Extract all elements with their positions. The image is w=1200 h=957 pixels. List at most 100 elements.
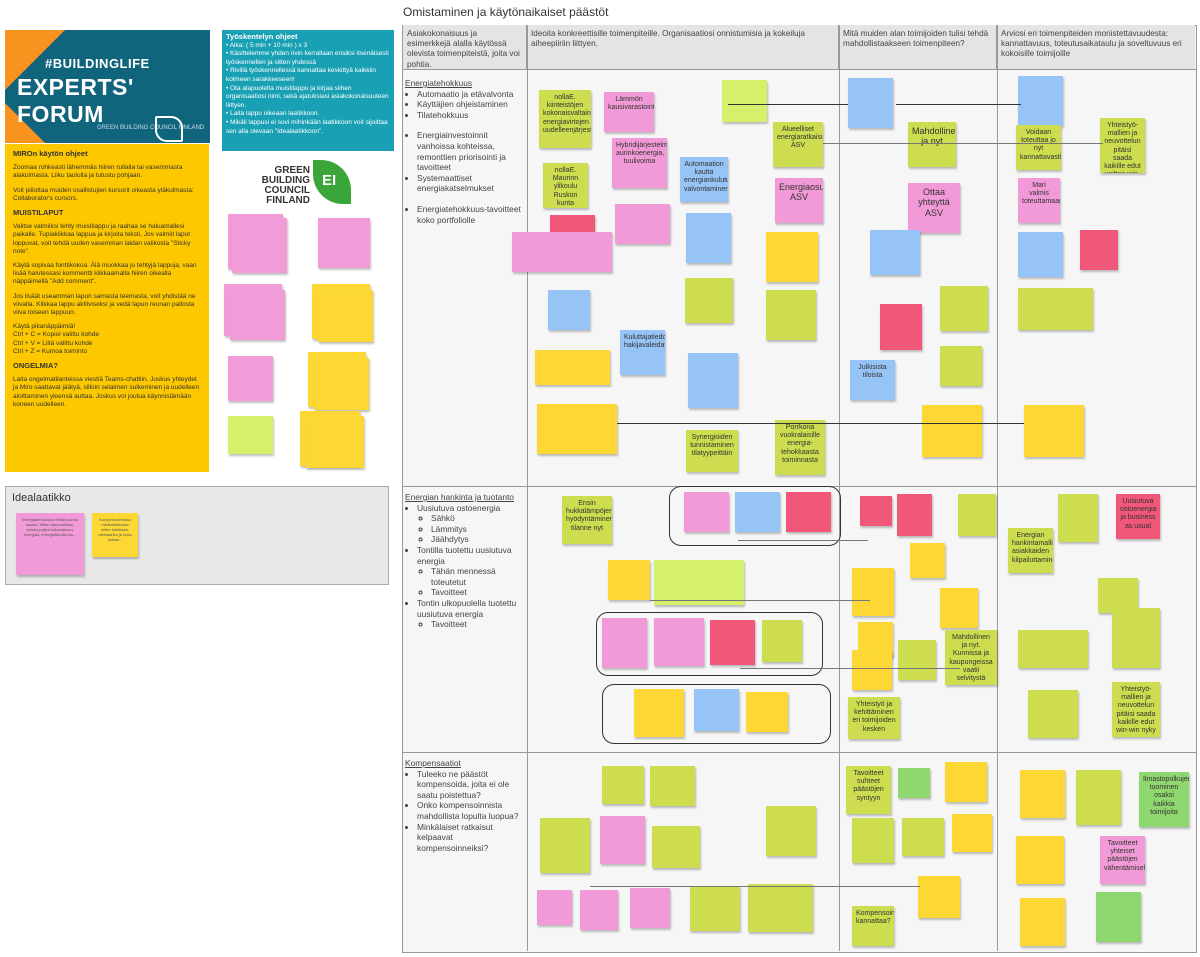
sticky-note[interactable]: Kuluttajatiedon hakijavaleidataminen — [620, 330, 665, 375]
sticky-note[interactable] — [786, 492, 831, 532]
sticky-note[interactable]: Voidaan toteuttaa jo nyt kannattavasti — [1016, 125, 1061, 170]
sticky-note[interactable]: Yhteistyö-mallien ja neuvottelun pitäisi… — [1112, 682, 1160, 737]
sticky-note[interactable]: Hybridijärjestelmät aurinkoenergia, tuul… — [612, 138, 667, 188]
sticky-note[interactable] — [652, 826, 700, 868]
sticky-note[interactable] — [686, 213, 731, 263]
sticky-note[interactable] — [1112, 608, 1160, 668]
sticky-note[interactable]: Automaation kautta energiankulutuksen va… — [680, 157, 728, 202]
sticky-note[interactable] — [880, 304, 922, 350]
sticky-note[interactable]: Tavoitteet yhteiset päästöjen vähentämis… — [1100, 836, 1145, 884]
blank-sticky-note[interactable] — [318, 290, 373, 342]
sticky-note[interactable]: Synergioiden tunnistaminen tilatyypeittä… — [686, 430, 738, 472]
sticky-note[interactable] — [860, 496, 892, 526]
sticky-note[interactable] — [684, 492, 729, 532]
sticky-note[interactable] — [615, 204, 670, 244]
sticky-note[interactable] — [910, 543, 945, 578]
sticky-note[interactable] — [654, 618, 704, 666]
sticky-note[interactable]: Ilmastopolkujen tuominen osaksi kaikkia … — [1139, 772, 1189, 827]
blank-sticky-note[interactable] — [228, 416, 273, 454]
sticky-note[interactable] — [1016, 836, 1064, 884]
sticky-note[interactable]: Lämmön kausivarastointi — [604, 92, 654, 132]
sticky-note[interactable] — [690, 886, 740, 931]
blank-sticky-note[interactable] — [318, 218, 370, 268]
sticky-note[interactable]: Yhteistyö ja kehittäminen eri toimijoide… — [848, 697, 900, 739]
sticky-note[interactable] — [1080, 230, 1118, 270]
sticky-note[interactable] — [735, 492, 780, 532]
sticky-note[interactable] — [852, 650, 892, 690]
sticky-note[interactable] — [940, 286, 988, 331]
sticky-note[interactable] — [537, 890, 572, 925]
sticky-note[interactable] — [580, 890, 618, 930]
sticky-note[interactable] — [918, 876, 960, 918]
sticky-note[interactable] — [748, 884, 813, 932]
sticky-note[interactable] — [548, 290, 590, 330]
sticky-note[interactable]: Tavoitteet suhteet päästöjen syntyyn — [846, 766, 891, 814]
sticky-note[interactable] — [945, 762, 987, 802]
sticky-note[interactable] — [746, 692, 788, 732]
sticky-note[interactable] — [766, 290, 816, 340]
sticky-note[interactable] — [710, 620, 755, 665]
blank-sticky-note[interactable] — [228, 356, 273, 401]
sticky-note[interactable] — [958, 494, 996, 536]
sticky-note[interactable] — [848, 78, 893, 128]
blank-sticky-note[interactable] — [314, 358, 369, 410]
sticky-note[interactable] — [1024, 405, 1084, 457]
sticky-note[interactable] — [1098, 578, 1138, 613]
sticky-note[interactable] — [600, 816, 645, 864]
sticky-note[interactable] — [1018, 288, 1093, 330]
sticky-note[interactable] — [1058, 494, 1098, 542]
blank-sticky-note[interactable] — [230, 290, 285, 340]
sticky-note[interactable] — [630, 888, 670, 928]
sticky-note[interactable]: Mahdollinen ja nyt — [908, 122, 956, 167]
sticky-note[interactable] — [1020, 898, 1065, 946]
sticky-note[interactable] — [766, 806, 816, 856]
sticky-note[interactable] — [537, 404, 617, 454]
sticky-note[interactable] — [540, 818, 590, 873]
sticky-note[interactable]: Energian hankintamallin asiakkaiden kilp… — [1008, 528, 1053, 573]
sticky-note[interactable]: Mahdollinen ja nyt. Kunnissa ja kaupunge… — [945, 630, 997, 685]
sticky-note[interactable] — [1028, 690, 1078, 738]
sticky-note[interactable] — [852, 818, 894, 863]
sticky-note[interactable]: Uusiutuva ostoenergia ja business as usu… — [1116, 494, 1160, 539]
sticky-note[interactable] — [1018, 232, 1063, 277]
sticky-note[interactable]: Ottaa yhteyttä ASV — [908, 183, 960, 233]
sticky-note[interactable] — [897, 494, 932, 536]
sticky-note[interactable] — [602, 766, 644, 804]
sticky-note[interactable]: Energiaosuuskunnat ASV — [775, 178, 823, 223]
sticky-note[interactable] — [902, 818, 944, 856]
sticky-note[interactable]: Mari valmis toteuttamaan — [1018, 178, 1060, 223]
sticky-note[interactable]: Yhteistyö-mallien ja neuvottelun pitäisi… — [1100, 118, 1145, 173]
sticky-note[interactable]: Porrkona vuokralaisille energia-tehokkaa… — [775, 420, 825, 475]
sticky-note[interactable] — [608, 560, 650, 600]
sticky-note[interactable] — [1096, 892, 1141, 942]
sticky-note[interactable] — [898, 768, 930, 798]
sticky-note[interactable] — [940, 346, 982, 386]
sticky-note[interactable] — [766, 232, 818, 282]
sticky-note[interactable] — [940, 588, 978, 628]
sticky-note[interactable]: Kompensointi kannattaa? — [852, 906, 894, 946]
sticky-note[interactable] — [762, 620, 802, 662]
sticky-note[interactable] — [654, 560, 744, 605]
idea-sticky-note[interactable]: Energiatehokkuus riittää kuinka kauas? M… — [16, 513, 84, 575]
sticky-note[interactable] — [1018, 76, 1063, 126]
idea-sticky-note[interactable]: Kompensoinnissa mielenkiintoista miten t… — [92, 513, 138, 557]
sticky-note[interactable] — [722, 80, 767, 122]
sticky-note[interactable]: Ensin hukkalämpöjen hyödyntäminen, tilan… — [562, 496, 612, 544]
sticky-note[interactable] — [922, 405, 982, 457]
blank-sticky-note[interactable] — [306, 416, 364, 468]
sticky-note[interactable] — [870, 230, 920, 275]
sticky-note[interactable] — [688, 353, 738, 408]
sticky-note[interactable] — [898, 640, 936, 680]
sticky-note[interactable]: Julkisista tiloista — [850, 360, 895, 400]
blank-sticky-note[interactable] — [232, 218, 287, 273]
sticky-note[interactable]: nollaE. Maurinn ylikoulu Ruskon kunta — [543, 163, 588, 208]
sticky-note[interactable] — [1020, 770, 1065, 818]
sticky-note[interactable] — [685, 278, 733, 323]
sticky-note[interactable] — [852, 568, 894, 616]
sticky-note[interactable] — [602, 618, 647, 668]
sticky-note[interactable] — [952, 814, 992, 852]
sticky-note[interactable] — [1018, 630, 1088, 668]
sticky-note[interactable] — [1076, 770, 1121, 825]
sticky-note[interactable]: Alueelliset energiaratkaisut ASV — [773, 122, 823, 167]
sticky-note[interactable]: nollaE. kiinteistöjen kokonaisvaltain en … — [539, 90, 591, 148]
